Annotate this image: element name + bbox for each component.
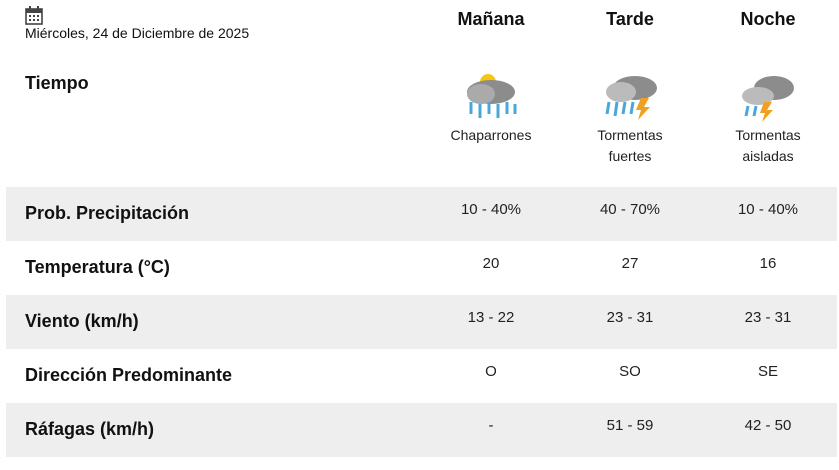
cell-value: 20	[482, 255, 500, 272]
row-label: Ráfagas (km/h)	[25, 419, 155, 439]
cell-value: O	[485, 363, 497, 380]
showers-icon	[467, 74, 517, 118]
weather-label: Tiempo	[25, 73, 89, 93]
cell-value: SO	[619, 363, 641, 380]
cell-value: 23 - 31	[606, 309, 654, 326]
column-header: Tarde	[606, 9, 654, 29]
table-row: Dirección Predominante O SO SE	[6, 349, 837, 403]
cell-value: 10 - 40%	[737, 201, 799, 218]
cell-value: 23 - 31	[744, 309, 792, 326]
cell-value: SE	[757, 363, 778, 380]
calendar-icon	[25, 6, 43, 25]
row-label: Viento (km/h)	[25, 311, 139, 331]
cell-value: 10 - 40%	[460, 201, 522, 218]
table-row: Temperatura (°C) 20 27 16	[6, 241, 837, 295]
date: Miércoles, 24 de Diciembre de 2025	[25, 25, 250, 41]
row-label: Temperatura (°C)	[25, 257, 170, 277]
cell-value: 16	[759, 255, 777, 272]
column-header: Noche	[740, 9, 796, 29]
cell-value: -	[488, 417, 494, 434]
table-row: Prob. Precipitación 10 - 40% 40 - 70% 10 - …	[6, 187, 837, 241]
cell-value: 51 - 59	[606, 417, 654, 434]
table-row: Viento (km/h) 13 - 22 23 - 31 23 - 31	[6, 295, 837, 349]
table-row: Ráfagas (km/h) - 51 - 59 42 - 50	[6, 403, 837, 457]
condition: Chaparrones	[450, 127, 532, 143]
cell-value: 27	[621, 255, 639, 272]
row-label: Prob. Precipitación	[25, 203, 190, 223]
row-label: Dirección Predominante	[25, 365, 233, 385]
cell-value: 40 - 70%	[599, 201, 661, 218]
condition: Tormentas aisladas	[735, 127, 801, 164]
cell-value: 42 - 50	[744, 417, 792, 434]
isolated-storm-icon	[742, 76, 794, 122]
strong-storm-icon	[605, 76, 657, 120]
condition: Tormentas fuertes	[597, 127, 663, 164]
cell-value: 13 - 22	[467, 309, 515, 326]
column-header: Mañana	[457, 9, 525, 29]
